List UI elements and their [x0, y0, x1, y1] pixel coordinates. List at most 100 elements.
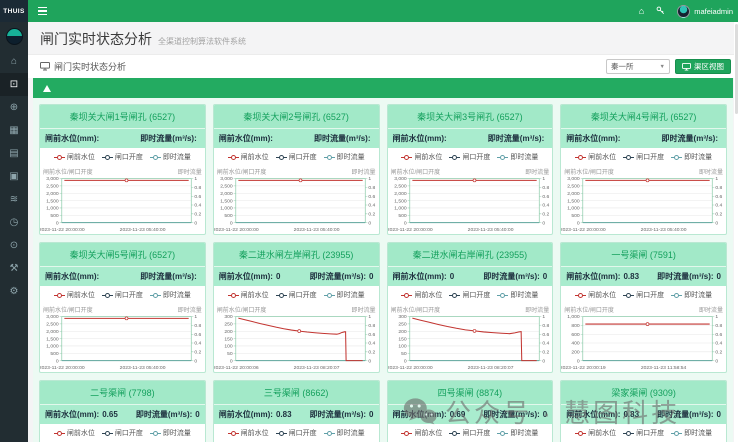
- user-menu[interactable]: mafeiadmin: [677, 4, 733, 18]
- legend-item[interactable]: 闸口开度: [275, 428, 317, 438]
- legend-item[interactable]: 闸前水位: [53, 428, 95, 438]
- card-legend: 闸前水位 闸口开度 即时流量: [561, 286, 726, 303]
- legend-marker-icon: [101, 155, 113, 160]
- sidebar-item-settings[interactable]: ⚙: [0, 280, 28, 303]
- sidebar-toggle-icon[interactable]: [28, 0, 56, 22]
- right-axis-title: 即时流量: [177, 170, 202, 176]
- svg-text:1: 1: [194, 314, 197, 320]
- canal-view-button[interactable]: 渠区视图: [675, 59, 731, 74]
- flow-label: 即时流量(m³/s):: [661, 134, 718, 143]
- flow-label: 即时流量(m³/s):: [140, 134, 197, 143]
- card-title: 秦坝关大闸5号闸孔 (6527): [40, 243, 205, 267]
- flow-value: 0: [716, 410, 721, 420]
- right-axis-title: 即时流量: [177, 308, 202, 315]
- svg-text:0: 0: [716, 358, 719, 364]
- legend-item[interactable]: 即时流量: [671, 152, 712, 162]
- legend-item[interactable]: 闸前水位: [401, 428, 442, 438]
- app-logo-icon[interactable]: [5, 28, 23, 45]
- sidebar-item-home[interactable]: ⌂: [0, 50, 28, 73]
- legend-item[interactable]: 即时流量: [671, 428, 712, 438]
- flow-label: 即时流量(m³/s):: [487, 134, 545, 143]
- sidebar-item-fullscreen[interactable]: ⊡: [0, 73, 28, 96]
- sidebar-item-history[interactable]: ◷: [0, 211, 28, 234]
- legend-item[interactable]: 闸前水位: [575, 152, 616, 162]
- svg-text:2023-11-22 20:00:06: 2023-11-22 20:00:06: [214, 365, 259, 371]
- legend-item[interactable]: 闸口开度: [623, 290, 664, 300]
- svg-text:2023-11-23 05:40:00: 2023-11-23 05:40:00: [120, 365, 166, 371]
- legend-item[interactable]: 即时流量: [323, 152, 365, 162]
- water-level-field: 闸前水位(mm):: [45, 271, 102, 282]
- legend-item[interactable]: 即时流量: [149, 290, 191, 300]
- legend-item[interactable]: 闸口开度: [623, 152, 664, 162]
- legend-label: 即时流量: [336, 154, 365, 161]
- legend-item[interactable]: 闸前水位: [53, 152, 95, 162]
- legend-item[interactable]: 闸前水位: [575, 428, 616, 438]
- sidebar-item-globe[interactable]: ⊕: [0, 96, 28, 119]
- svg-text:3,000: 3,000: [567, 176, 580, 182]
- card-info: 闸前水位(mm): 即时流量(m³/s):: [213, 128, 379, 148]
- scrollbar-thumb[interactable]: [734, 24, 738, 114]
- svg-text:0.8: 0.8: [368, 185, 375, 191]
- legend-label: 即时流量: [336, 292, 365, 300]
- legend-item[interactable]: 即时流量: [497, 290, 538, 300]
- sidebar-item-modules[interactable]: ▦: [0, 119, 28, 142]
- tools-icon: ⚒: [9, 263, 19, 274]
- legend-item[interactable]: 即时流量: [497, 428, 538, 438]
- station-select[interactable]: 秦一所 ▼: [606, 59, 670, 74]
- legend-item[interactable]: 即时流量: [323, 290, 365, 300]
- gate-line-chart: 3,0002,5002,0001,5001,000500010.80.60.40…: [40, 176, 202, 233]
- legend-item[interactable]: 即时流量: [149, 428, 191, 438]
- svg-text:2,500: 2,500: [46, 184, 59, 190]
- legend-item[interactable]: 即时流量: [323, 428, 365, 438]
- legend-item[interactable]: 即时流量: [497, 152, 538, 162]
- legend-item[interactable]: 闸前水位: [227, 152, 269, 162]
- key-icon[interactable]: [656, 6, 665, 17]
- water-level-field: 闸前水位(mm): 0: [393, 271, 455, 282]
- svg-text:2023-11-22 20:00:00: 2023-11-22 20:00:00: [388, 365, 433, 371]
- legend-item[interactable]: 闸前水位: [401, 152, 442, 162]
- water-level-label: 闸前水位(mm):: [392, 410, 447, 420]
- svg-text:0.6: 0.6: [542, 194, 549, 200]
- flow-field: 即时流量(m³/s): 0: [310, 409, 374, 420]
- sidebar-item-info[interactable]: ⊙: [0, 234, 28, 257]
- card-info: 闸前水位(mm): 0 即时流量(m³/s): 0: [213, 266, 379, 287]
- legend-marker-icon: [275, 431, 287, 437]
- card-info: 闸前水位(mm): 0.83 即时流量(m³/s): 0: [561, 266, 726, 287]
- legend-item[interactable]: 闸前水位: [401, 290, 442, 300]
- gate-card: 秦坝关大闸4号闸孔 (6527) 闸前水位(mm): 即时流量(m³/s): 闸…: [560, 104, 727, 236]
- legend-item[interactable]: 即时流量: [671, 290, 712, 300]
- legend-item[interactable]: 闸口开度: [101, 428, 143, 438]
- sidebar-item-wifi[interactable]: ≋: [0, 188, 28, 211]
- sidebar-item-image[interactable]: ▣: [0, 165, 28, 188]
- wifi-icon: ≋: [9, 194, 19, 205]
- flow-label: 即时流量(m³/s):: [309, 410, 367, 420]
- legend-item[interactable]: 闸前水位: [227, 428, 269, 438]
- home-icon[interactable]: ⌂: [638, 5, 645, 16]
- svg-text:3,000: 3,000: [394, 176, 407, 182]
- svg-text:2023-11-23 08:20:07: 2023-11-23 08:20:07: [293, 365, 339, 371]
- legend-item[interactable]: 即时流量: [149, 152, 191, 162]
- svg-text:300: 300: [224, 314, 233, 320]
- sidebar-item-calendar[interactable]: ▤: [0, 142, 28, 165]
- scrollbar[interactable]: [734, 22, 738, 442]
- legend-item[interactable]: 闸口开度: [449, 152, 490, 162]
- svg-text:0.4: 0.4: [368, 203, 375, 209]
- sidebar-item-tools[interactable]: ⚒: [0, 257, 28, 280]
- legend-item[interactable]: 闸前水位: [53, 290, 95, 300]
- card-info: 闸前水位(mm): 0.83 即时流量(m³/s): 0: [213, 404, 379, 425]
- legend-item[interactable]: 闸口开度: [275, 290, 317, 300]
- legend-marker-icon: [53, 431, 65, 437]
- legend-item[interactable]: 闸前水位: [575, 290, 616, 300]
- legend-item[interactable]: 闸前水位: [227, 290, 269, 300]
- legend-item[interactable]: 闸口开度: [275, 152, 317, 162]
- gate-line-chart: 30025020015010050010.80.60.40.202023-11-…: [214, 314, 376, 371]
- legend-item[interactable]: 闸口开度: [101, 152, 143, 162]
- legend-item[interactable]: 闸口开度: [449, 428, 490, 438]
- legend-marker-icon: [497, 293, 509, 299]
- water-level-field: 闸前水位(mm): 0: [219, 271, 281, 282]
- legend-item[interactable]: 闸口开度: [101, 290, 143, 300]
- brand-logo[interactable]: THUIS: [0, 0, 28, 22]
- legend-item[interactable]: 闸口开度: [623, 428, 664, 438]
- flow-label: 即时流量(m³/s):: [314, 134, 371, 143]
- legend-item[interactable]: 闸口开度: [449, 290, 490, 300]
